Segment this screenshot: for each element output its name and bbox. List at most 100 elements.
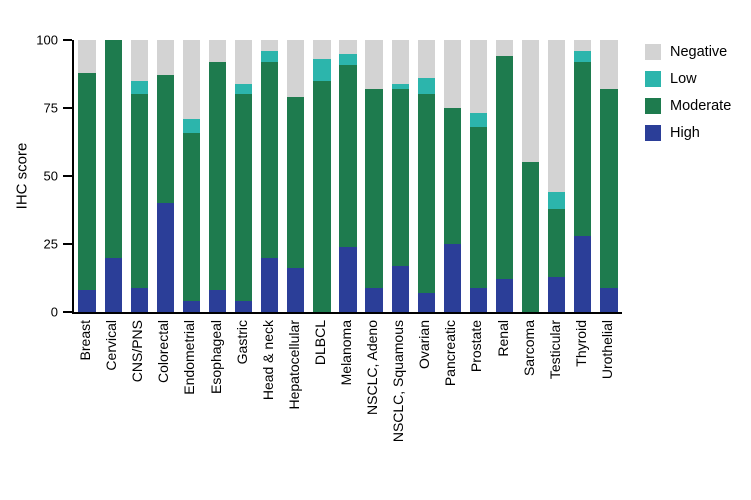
segment-low bbox=[339, 53, 357, 65]
segment-moderate bbox=[156, 75, 174, 204]
y-axis-title: IHC score bbox=[13, 142, 31, 210]
legend: Negative Low Moderate High bbox=[645, 44, 731, 152]
y-tick-label: 100 bbox=[36, 32, 58, 48]
bar-thyroid bbox=[574, 40, 592, 312]
bar-ovarian bbox=[417, 40, 435, 312]
segment-negative bbox=[287, 40, 305, 98]
segment-low bbox=[313, 59, 331, 81]
bar-prostate bbox=[469, 40, 488, 312]
x-axis-label: Renal bbox=[494, 320, 511, 357]
bar-slot bbox=[518, 40, 544, 312]
y-tick-mark bbox=[63, 175, 72, 177]
x-axis-label: NSCLC, Squamous bbox=[390, 320, 407, 443]
x-label-cell: DLBCL bbox=[307, 316, 333, 496]
segment-low bbox=[417, 78, 435, 95]
segment-moderate bbox=[130, 94, 148, 288]
bar-slot bbox=[439, 40, 465, 312]
bar-slot bbox=[387, 40, 413, 312]
x-axis-label: Hepatocellular bbox=[285, 320, 302, 410]
segment-negative bbox=[313, 40, 331, 60]
bar-colorectal bbox=[156, 40, 174, 312]
segment-low bbox=[235, 83, 253, 95]
segment-moderate bbox=[208, 61, 227, 291]
x-axis-label: Melanoma bbox=[337, 320, 354, 386]
y-tick-label: 25 bbox=[43, 236, 58, 252]
segment-high bbox=[261, 257, 279, 312]
segment-negative bbox=[443, 40, 461, 108]
bar-slot bbox=[100, 40, 126, 312]
bar-nsclc-squamous bbox=[391, 40, 409, 312]
segment-high bbox=[208, 290, 227, 312]
legend-swatch-negative bbox=[645, 44, 661, 60]
x-axis-label: DLBCL bbox=[311, 320, 328, 366]
x-axis-label: NSCLC, Adeno bbox=[364, 320, 381, 415]
segment-low bbox=[469, 113, 488, 128]
bar-slot bbox=[361, 40, 387, 312]
segment-high bbox=[443, 244, 461, 312]
segment-moderate bbox=[339, 64, 357, 247]
segment-high bbox=[78, 290, 96, 312]
segment-moderate bbox=[443, 108, 461, 244]
segment-low bbox=[182, 118, 201, 133]
x-label-cell: Thyroid bbox=[568, 316, 594, 496]
legend-swatch-high bbox=[645, 125, 661, 141]
bar-slot bbox=[257, 40, 283, 312]
bar-urothelial bbox=[600, 40, 618, 312]
segment-low bbox=[130, 80, 148, 95]
bar-nsclc-adeno bbox=[365, 40, 383, 312]
y-tick-label: 0 bbox=[50, 304, 58, 320]
segment-negative bbox=[78, 40, 96, 73]
x-label-cell: Gastric bbox=[229, 316, 255, 496]
segment-negative bbox=[208, 40, 227, 62]
bar-head-neck bbox=[261, 40, 279, 312]
x-label-cell: Melanoma bbox=[333, 316, 359, 496]
x-axis-label: Urothelial bbox=[598, 320, 615, 380]
x-axis-label: Esophageal bbox=[207, 320, 224, 394]
segment-low bbox=[391, 83, 409, 89]
segment-high bbox=[339, 246, 357, 312]
segment-moderate bbox=[469, 127, 488, 288]
segment-negative bbox=[130, 40, 148, 81]
segment-negative bbox=[182, 40, 201, 119]
segment-high bbox=[156, 203, 174, 312]
segment-moderate bbox=[313, 80, 331, 312]
legend-swatch-moderate bbox=[645, 98, 661, 114]
segment-high bbox=[495, 279, 514, 312]
x-axis-label: Testicular bbox=[546, 320, 563, 380]
x-axis-label: Thyroid bbox=[572, 320, 589, 367]
segment-negative bbox=[600, 40, 618, 89]
segment-negative bbox=[469, 40, 488, 114]
x-axis-labels: Breast Cervical CNS/PNS Colorectal Endometri… bbox=[72, 316, 620, 496]
segment-moderate bbox=[235, 94, 253, 302]
x-axis-label: CNS/PNS bbox=[129, 320, 146, 383]
segment-moderate bbox=[574, 61, 592, 236]
segment-high bbox=[365, 287, 383, 312]
segment-negative bbox=[495, 40, 514, 57]
x-label-cell: Head & neck bbox=[255, 316, 281, 496]
legend-item-negative: Negative bbox=[645, 44, 731, 60]
segment-high bbox=[130, 287, 148, 312]
bar-slot bbox=[178, 40, 204, 312]
segment-negative bbox=[417, 40, 435, 79]
x-label-cell: Hepatocellular bbox=[281, 316, 307, 496]
x-axis-label: Ovarian bbox=[416, 320, 433, 370]
segment-high bbox=[600, 287, 618, 312]
bar-slot bbox=[596, 40, 622, 312]
x-axis-label: Colorectal bbox=[155, 320, 172, 384]
segment-moderate bbox=[391, 88, 409, 266]
y-tick-label: 50 bbox=[43, 168, 58, 184]
y-tick-mark bbox=[63, 243, 72, 245]
segment-negative bbox=[574, 40, 592, 51]
segment-negative bbox=[365, 40, 383, 89]
bar-slot bbox=[283, 40, 309, 312]
legend-item-moderate: Moderate bbox=[645, 98, 731, 114]
bar-slot bbox=[544, 40, 570, 312]
segment-low bbox=[261, 50, 279, 62]
x-axis-label: Gastric bbox=[233, 320, 250, 365]
x-label-cell: Testicular bbox=[542, 316, 568, 496]
segment-moderate bbox=[365, 88, 383, 288]
segment-high bbox=[391, 265, 409, 312]
segment-moderate bbox=[600, 88, 618, 288]
segment-negative bbox=[391, 40, 409, 84]
